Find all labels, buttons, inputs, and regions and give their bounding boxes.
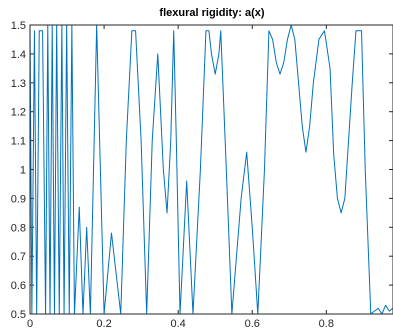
- x-tick-label: 0.4: [171, 318, 186, 330]
- y-tick-label: 1.1: [11, 136, 26, 148]
- y-tick-label: 1: [20, 165, 26, 177]
- y-tick-label: 0.5: [11, 309, 26, 321]
- tick-labels: 0 0.2 0.4 0.6 0.8 0.5 0.6 0.7 0.8 0.9 1 1.1 1.2 1.3 1.…: [11, 20, 334, 330]
- y-tick-label: 0.6: [11, 280, 26, 292]
- y-tick-label: 1.2: [11, 107, 26, 119]
- chart-title: flexural rigidity: a(x): [159, 7, 264, 19]
- x-tick-label: 0.2: [96, 318, 111, 330]
- x-tick-label: 0: [27, 318, 33, 330]
- x-tick-label: 0.8: [319, 318, 334, 330]
- x-tick-label: 0.6: [245, 318, 260, 330]
- y-tick-label: 0.7: [11, 251, 26, 263]
- y-tick-label: 0.9: [11, 193, 26, 205]
- y-tick-label: 1.4: [11, 49, 26, 61]
- plot-area-background: [30, 25, 393, 314]
- y-tick-label: 0.8: [11, 222, 26, 234]
- axes-box: [29, 24, 393, 315]
- y-tick-label: 1.5: [11, 20, 26, 32]
- y-tick-label: 1.3: [11, 78, 26, 90]
- series-layer: [29, 24, 393, 315]
- series-line: [29, 24, 393, 315]
